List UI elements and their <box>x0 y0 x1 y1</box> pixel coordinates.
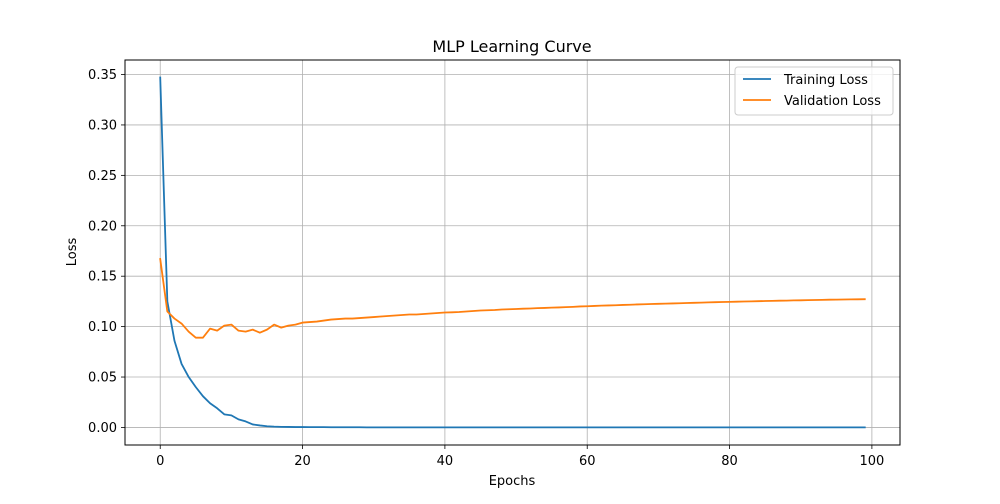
y-tick-label: 0.15 <box>88 270 117 285</box>
legend-box <box>734 66 894 116</box>
series-lines <box>159 76 866 429</box>
x-axis: 0 20 40 60 80 100 <box>156 445 884 469</box>
chart-title: MLP Learning Curve <box>432 37 591 56</box>
y-tick-label: 0.35 <box>88 68 117 83</box>
y-axis: 0.00 0.05 0.10 0.15 0.20 0.25 0.30 0.35 <box>88 68 125 436</box>
x-tick-label: 60 <box>579 454 596 469</box>
training-loss-line <box>159 76 866 429</box>
y-tick-label: 0.25 <box>88 169 117 184</box>
x-tick-label: 100 <box>859 454 884 469</box>
y-tick-label: 0.20 <box>88 219 117 234</box>
validation-loss-line <box>159 258 866 339</box>
x-axis-label: Epochs <box>489 474 536 489</box>
x-tick-label: 20 <box>294 454 311 469</box>
legend-label-training-loss: Training Loss <box>783 73 868 88</box>
y-tick-label: 0.10 <box>88 320 117 335</box>
x-tick-label: 0 <box>156 454 164 469</box>
y-tick-label: 0.00 <box>88 421 117 436</box>
y-tick-label: 0.30 <box>88 118 117 133</box>
y-tick-label: 0.05 <box>88 371 117 386</box>
x-tick-label: 40 <box>437 454 454 469</box>
x-tick-label: 80 <box>721 454 738 469</box>
legend: Training Loss Validation Loss <box>734 66 894 116</box>
plot-frame <box>124 59 901 446</box>
y-axis-label: Loss <box>65 238 80 267</box>
legend-label-validation-loss: Validation Loss <box>784 94 881 109</box>
